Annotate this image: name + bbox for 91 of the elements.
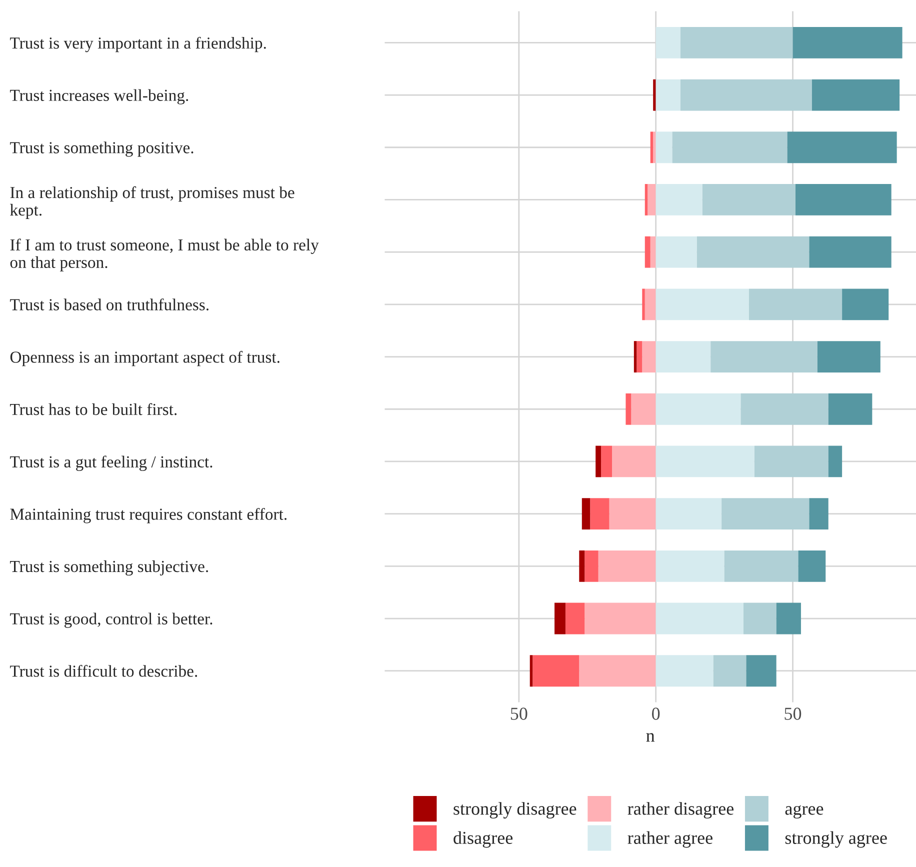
bar [743,602,776,634]
bar [672,132,788,164]
bar [740,393,828,425]
bar [656,602,744,634]
bar [650,132,654,164]
legend-label: agree [785,805,824,819]
y-tick-label: Trust increases well-being. [10,89,188,104]
bar [817,341,880,372]
bar [626,393,632,425]
bar [631,393,656,425]
bar [634,341,637,372]
bar [656,550,724,582]
y-tick-label: Trust is very important in a friendship. [10,36,266,52]
legend-label: strongly agree [785,831,887,848]
bar [590,498,610,530]
bar [792,26,902,58]
bar [710,341,818,372]
y-tick-label: Trust is good, control is better. [10,612,212,628]
bar [809,498,828,530]
y-tick-label: Trust is something subjective. [10,560,208,576]
bar [680,26,793,58]
x-tick-label: 50 [784,708,802,720]
bar [656,26,680,58]
bar [656,79,680,111]
bar [656,341,711,372]
bar [601,446,612,478]
legend-label: rather disagree [628,802,734,819]
bar [656,288,749,320]
bar [644,184,648,216]
legend-label: rather agree [628,831,712,848]
bar [828,446,842,478]
bar [812,79,900,111]
bar [656,236,697,268]
bar [644,288,656,320]
bar [776,602,801,634]
bar [582,498,590,530]
bar [746,655,776,687]
bar [828,393,872,425]
bar [532,655,580,687]
bar [565,602,585,634]
bar [656,132,672,164]
bar [713,655,746,687]
bar [650,236,656,268]
bar [724,550,798,582]
bar [636,341,642,372]
bar [656,393,741,425]
bar [612,446,656,478]
bar [598,550,656,582]
x-axis-title: n [646,733,655,742]
bar [596,446,602,478]
bar [748,288,842,320]
bar [579,550,585,582]
bar [754,446,828,478]
y-tick-label: In a relationship of trust, promises must be kept. [10,186,294,220]
y-tick-label: Trust is based on truthfulness. [10,298,208,310]
bar [798,550,826,582]
bar [722,498,810,530]
bar [680,79,812,111]
bar [702,184,796,216]
bar [609,498,656,530]
bar [809,236,892,268]
legend-label: strongly disagree [454,802,576,819]
bar [653,79,656,111]
bar [842,288,889,320]
y-tick-label: Trust is something positive. [10,142,194,157]
bar [584,550,598,582]
bar [787,132,897,164]
bar [644,236,650,268]
y-tick-label: Trust is a gut feeling / instinct. [10,456,212,471]
bar [656,655,714,687]
bar [696,236,810,268]
bar [584,602,656,634]
bar [653,132,656,164]
bar [554,602,566,634]
y-tick-label: Trust has to be built first. [10,403,177,416]
y-tick-label: If I am to trust someone, I must be able to rely on that person. [10,238,319,272]
bar [656,446,754,478]
bar [530,655,533,687]
bar [642,341,656,372]
x-tick-label: 50 [510,708,528,720]
bar [796,184,892,216]
bar [648,184,656,216]
x-tick-label: 0 [652,708,660,720]
y-tick-label: Trust is difficult to describe. [10,664,198,677]
bar [642,288,645,320]
bar [579,655,656,687]
bar [656,498,722,530]
y-tick-label: Openness is an important aspect of trust. [10,350,280,366]
bar [656,184,702,216]
y-tick-label: Maintaining trust requires constant effort. [10,508,286,524]
legend-label: disagree [454,831,512,848]
